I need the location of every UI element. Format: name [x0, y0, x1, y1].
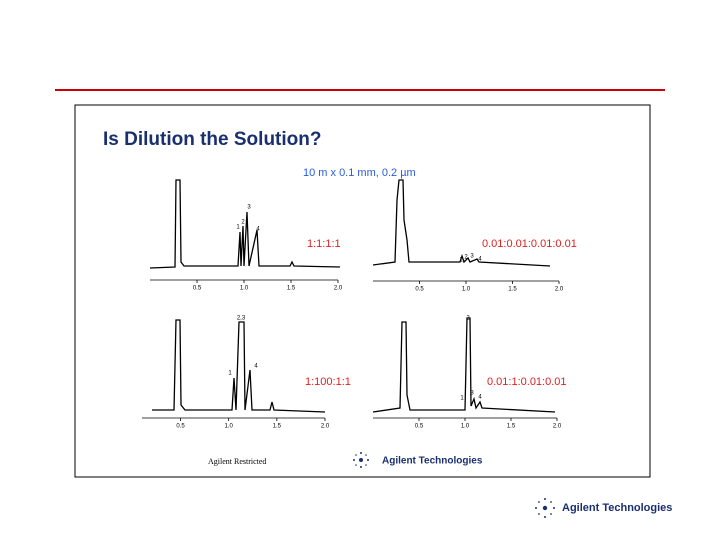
x-tick-label: 2.0 — [555, 287, 564, 293]
x-tick-label: 0.5 — [176, 424, 185, 430]
x-tick-label: 2.0 — [553, 424, 562, 430]
x-tick-label: 1.0 — [462, 287, 471, 293]
inner-logo-icon — [353, 452, 369, 468]
inner-logo: Agilent Technologies — [382, 456, 483, 467]
peak-label: 2 — [241, 220, 245, 226]
title: Is Dilution the Solution? — [103, 129, 321, 150]
trace — [372, 317, 556, 413]
x-tick-label: 1.5 — [287, 286, 296, 292]
x-tick-label: 1.5 — [507, 424, 516, 430]
peak-label: 4 — [256, 227, 260, 233]
peak-label: 1 — [228, 371, 232, 377]
peak-label: 1 — [460, 396, 464, 402]
trace — [372, 179, 551, 267]
peak-label: 1 — [459, 258, 463, 264]
x-tick-label: 1.0 — [225, 424, 234, 430]
logo: Agilent Technologies — [562, 502, 672, 514]
frame — [74, 104, 651, 478]
ratio-label: 0.01:0.01:0.01:0.01 — [482, 238, 577, 250]
peak-label: 3 — [470, 254, 474, 260]
ratio-label: 1:1:1:1 — [307, 238, 341, 250]
subtitle: 10 m x 0.1 mm, 0.2 µm — [303, 167, 416, 179]
peak-label: 1 — [236, 225, 240, 231]
trace — [149, 179, 341, 269]
x-tick-label: 1.0 — [461, 424, 470, 430]
trace — [152, 319, 326, 413]
peak-label: 3 — [247, 205, 251, 211]
x-tick-label: 0.5 — [415, 424, 424, 430]
peak-label: 2 — [466, 316, 470, 322]
logo-icon — [535, 498, 555, 518]
x-tick-label: 1.5 — [508, 287, 517, 293]
x-tick-label: 2.0 — [321, 424, 330, 430]
x-tick-label: 1.0 — [240, 286, 249, 292]
peak-label: 2,3 — [237, 316, 246, 322]
x-tick-label: 2.0 — [334, 286, 343, 292]
x-tick-label: 1.5 — [273, 424, 282, 430]
peak-label: 4 — [478, 395, 482, 401]
ratio-label: 1:100:1:1 — [305, 376, 351, 388]
peak-label: 3 — [470, 391, 474, 397]
peak-label: 2 — [464, 255, 468, 261]
peak-label: 4 — [254, 364, 258, 370]
peak-label: 4 — [478, 257, 482, 263]
x-tick-label: 0.5 — [415, 287, 424, 293]
x-tick-label: 0.5 — [193, 286, 202, 292]
ratio-label: 0.01:1:0.01:0.01 — [487, 376, 567, 388]
footer: Agilent Restricted — [208, 457, 266, 466]
